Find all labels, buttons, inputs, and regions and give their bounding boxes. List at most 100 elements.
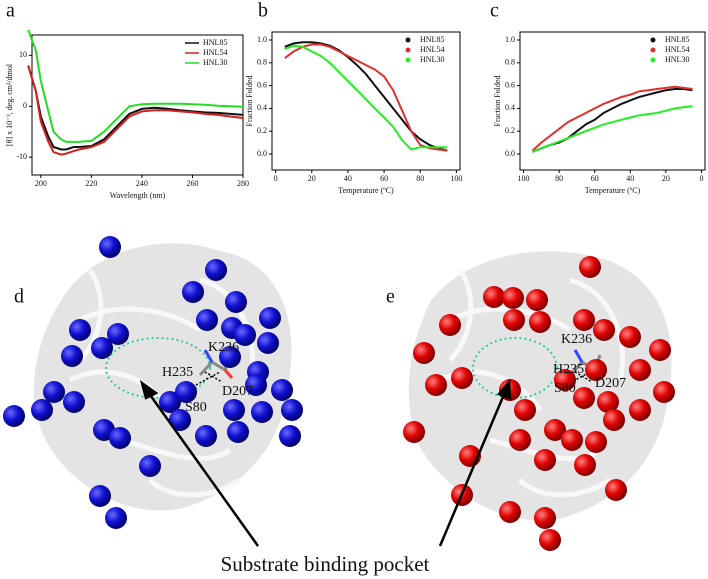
sphere — [539, 529, 561, 551]
y-tick-label: 0 — [23, 101, 27, 110]
sphere — [279, 425, 301, 447]
residue-label: D207 — [222, 384, 253, 399]
y-axis-label: Fraction Folded — [493, 76, 502, 127]
legend-label: HNL30 — [203, 58, 227, 67]
legend-label: HNL54 — [665, 45, 689, 54]
sphere — [579, 256, 601, 278]
sphere — [529, 311, 551, 333]
legend-marker — [650, 47, 656, 53]
legend-marker — [405, 57, 411, 63]
legend-marker — [650, 37, 656, 43]
sphere — [483, 286, 505, 308]
sphere — [271, 379, 293, 401]
y-tick-label: 1.0 — [505, 35, 515, 44]
sphere — [89, 485, 111, 507]
sphere — [169, 409, 191, 431]
x-tick-label: 60 — [380, 174, 388, 183]
sphere — [502, 287, 524, 309]
sphere — [91, 337, 113, 359]
sphere — [526, 289, 548, 311]
panel-label: b — [258, 0, 268, 22]
sphere — [534, 507, 556, 529]
sphere — [281, 399, 303, 421]
sphere — [585, 431, 607, 453]
residue-label: H235 — [162, 365, 193, 380]
sphere — [227, 421, 249, 443]
sphere — [3, 405, 25, 427]
x-tick-label: 20 — [662, 174, 670, 183]
sphere — [534, 449, 556, 471]
sphere — [175, 381, 197, 403]
y-axis-label: Fraction Folded — [245, 76, 254, 127]
sphere — [105, 507, 127, 529]
sphere — [259, 307, 281, 329]
sphere — [499, 501, 521, 523]
sphere — [629, 359, 651, 381]
y-tick-label: 0.4 — [505, 103, 515, 112]
sphere — [509, 429, 531, 451]
x-tick-label: 260 — [186, 179, 198, 188]
x-axis-label: Temperature (ºC) — [585, 186, 641, 195]
x-tick-label: 40 — [344, 174, 352, 183]
sphere — [196, 309, 218, 331]
sphere — [225, 291, 247, 313]
sphere — [425, 374, 447, 396]
plot-frame — [31, 34, 244, 176]
sphere — [413, 342, 435, 364]
sphere — [139, 455, 161, 477]
sphere — [619, 326, 641, 348]
legend-label: HNL85 — [665, 35, 689, 44]
x-tick-label: 40 — [626, 174, 634, 183]
sphere — [223, 399, 245, 421]
x-tick-label: 80 — [416, 174, 424, 183]
x-tick-label: 0 — [699, 174, 703, 183]
data-line — [284, 41, 448, 152]
panel-label: e — [386, 286, 395, 308]
data-line — [531, 85, 693, 152]
sphere — [605, 479, 627, 501]
legend-marker — [650, 57, 656, 63]
sphere — [234, 324, 256, 346]
panel-label: c — [490, 0, 499, 22]
x-tick-label: 80 — [555, 174, 563, 183]
sphere — [561, 429, 583, 451]
sphere — [649, 339, 671, 361]
x-tick-label: 100 — [450, 174, 462, 183]
y-axis-label: [θ] x 10⁻³, deg. cm²/dmol — [5, 63, 14, 146]
panel-label: a — [6, 0, 15, 22]
sphere — [31, 399, 53, 421]
sphere — [63, 391, 85, 413]
y-tick-label: 0.4 — [257, 103, 267, 112]
y-tick-label: 1.0 — [257, 35, 267, 44]
legend-label: HNL54 — [420, 45, 444, 54]
y-tick-label: 0.6 — [257, 80, 267, 89]
protein-cartoon — [31, 241, 294, 513]
data-line — [27, 65, 244, 156]
annotation: Substrate binding pocket — [221, 552, 430, 576]
legend-label: HNL30 — [420, 55, 444, 64]
sphere — [603, 409, 625, 431]
spheres — [403, 256, 675, 551]
legend-label: HNL54 — [203, 48, 227, 57]
residue-label: D207 — [595, 376, 626, 391]
x-tick-label: 200 — [35, 179, 47, 188]
data-line — [27, 29, 244, 143]
x-tick-label: 280 — [237, 179, 249, 188]
sphere — [629, 399, 651, 421]
x-tick-label: 0 — [274, 174, 278, 183]
sphere — [245, 374, 267, 396]
y-tick-label: 0.2 — [257, 126, 267, 135]
x-axis-label: Temperature (ºC) — [338, 186, 394, 195]
data-line — [27, 65, 244, 151]
sphere — [593, 319, 615, 341]
arrow — [139, 378, 512, 547]
y-tick-label: -10 — [16, 152, 27, 161]
sphere — [514, 399, 536, 421]
sphere — [182, 281, 204, 303]
data-line — [284, 43, 448, 152]
x-tick-label: 240 — [136, 179, 148, 188]
data-line — [532, 88, 693, 153]
sphere — [403, 421, 425, 443]
sphere — [554, 369, 576, 391]
